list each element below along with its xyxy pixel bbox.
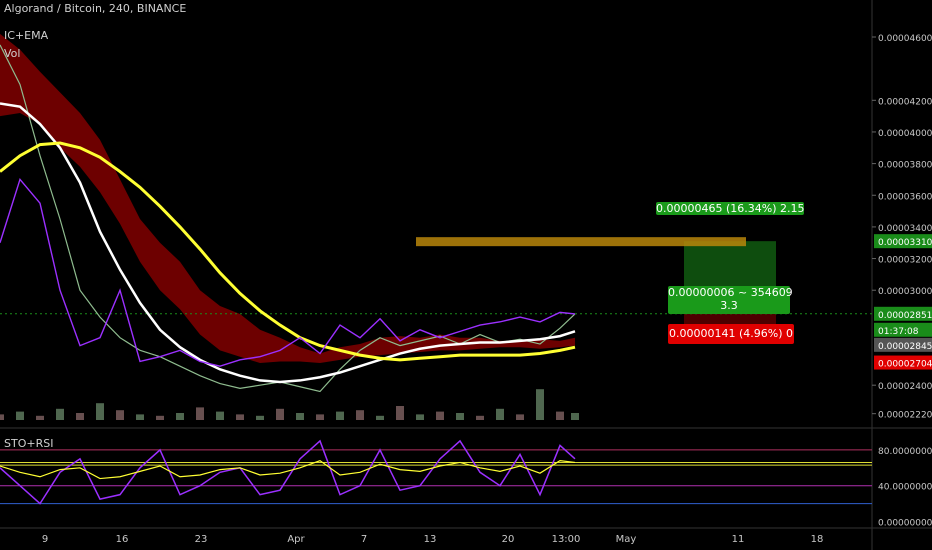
volume-bar-27 [536,389,544,420]
entry-label-ratio: 3.3 [720,299,738,312]
volume-bar-2 [36,415,44,420]
time-label-8: May [616,534,637,545]
volume-bar-17 [336,411,344,420]
price-tick-label-2: 0.00004000 [878,129,932,139]
stochastic-line [0,439,576,505]
volume-bar-18 [356,410,364,420]
volume-bar-23 [456,413,464,420]
price-tick-label-6: 0.00003200 [878,256,932,266]
price-tag-bg-0 [874,234,932,249]
volume-bar-26 [516,414,524,420]
price-tag-4: 0.00002704 [878,360,932,370]
time-label-0: 9 [42,534,48,545]
osc-tick-label-1: 40.00000000 [878,483,932,493]
target-label: 0.00000465 (16.34%) 2.15 [656,202,805,215]
volume-bar-13 [256,415,264,420]
rsi-line [0,459,576,480]
volume-bar-29 [571,413,579,420]
indicator-volume-label[interactable]: Vol [4,47,21,60]
volume-bar-1 [16,411,24,420]
volume-bar-20 [396,406,404,420]
volume-bar-15 [296,413,304,420]
volume-bar-14 [276,408,284,420]
volume-bar-7 [136,414,144,420]
volume-bar-9 [176,413,184,420]
volume-bar-28 [556,411,564,420]
time-label-6: 20 [502,534,515,545]
volume-bar-22 [436,411,444,420]
volume-bar-0 [0,414,4,420]
volume-bar-3 [56,408,64,420]
ema-slow-line [0,141,576,362]
time-label-2: 23 [195,534,208,545]
entry-label: 0.00000006 ~ 354609 3.3 [668,286,793,314]
volume-bar-25 [496,408,504,420]
price-tick-label-3: 0.00003800 [878,161,932,171]
rsi-price-line [0,178,576,367]
price-line [0,44,576,393]
indicator-ema-label[interactable]: IC+EMA [4,29,49,42]
volume-bar-24 [476,415,484,420]
time-label-7: 13:00 [552,534,581,545]
volume-bar-21 [416,414,424,420]
volume-bar-12 [236,414,244,420]
time-label-5: 13 [424,534,437,545]
time-label-9: 11 [732,534,745,545]
price-tag-bg-2 [874,322,932,337]
volume-bar-4 [76,413,84,420]
resistance-zone [416,237,746,247]
volume-bar-8 [156,415,164,420]
price-tag-bg-1 [874,306,932,321]
ema-fast-line [0,102,576,384]
symbol-title: Algorand / Bitcoin, 240, BINANCE [4,2,187,15]
volume-bar-5 [96,403,104,420]
price-tick-label-7: 0.00003000 [878,287,932,297]
osc-tick-label-2: 0.00000000 [878,519,932,529]
entry-label-qty: 0.00000006 ~ 354609 [668,286,793,299]
time-label-10: 18 [811,534,824,545]
price-tick-label-4: 0.00003600 [878,192,932,202]
price-tick-label-5: 0.00003400 [878,224,932,234]
osc-tick-label-0: 80.00000000 [878,447,932,457]
price-tick-label-8: 0.00002400 [878,382,932,392]
price-tag-1: 0.00002851 [878,311,932,321]
price-tag-2: 01:37:08 [878,327,919,337]
time-label-4: 7 [361,534,367,545]
price-tick-label-0: 0.00004600 [878,34,932,44]
price-tag-3: 0.00002845 [878,342,932,352]
volume-bar-6 [116,410,124,420]
volume-bar-10 [196,407,204,420]
oscillator-label[interactable]: STO+RSI [4,437,54,450]
time-label-1: 16 [116,534,129,545]
time-label-3: Apr [287,534,305,545]
volume-bar-11 [216,411,224,420]
price-tag-0: 0.00003310 [878,238,932,248]
price-tag-bg-4 [874,355,932,370]
ichimoku-cloud [0,33,575,364]
price-tick-label-1: 0.00004200 [878,97,932,107]
stop-label: 0.00000141 (4.96%) 0 [668,324,794,344]
volume-bar-16 [316,414,324,420]
price-tag-bg-3 [874,337,932,352]
volume-bar-19 [376,415,384,420]
price-tick-label-9: 0.00002220 [878,411,932,421]
